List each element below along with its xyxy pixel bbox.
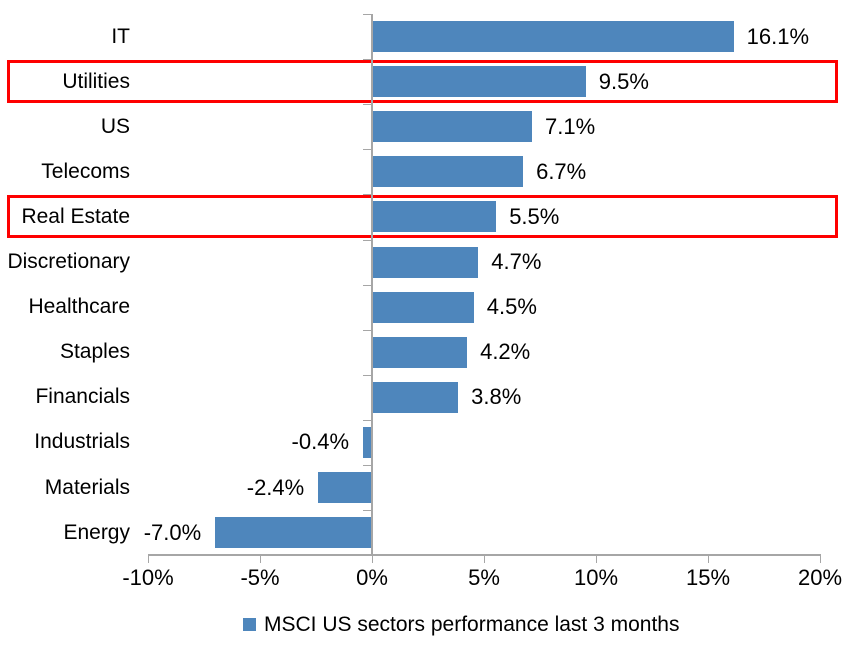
highlight-box xyxy=(7,60,838,103)
value-label: 5.5% xyxy=(509,203,560,229)
category-label: Telecoms xyxy=(41,159,130,183)
category-label: Materials xyxy=(44,475,130,499)
axis-tick xyxy=(363,329,371,331)
axis-tick xyxy=(363,419,371,421)
bar xyxy=(373,21,734,52)
value-label: -0.4% xyxy=(291,429,350,455)
bar xyxy=(318,472,372,503)
value-label: -2.4% xyxy=(246,474,305,500)
bar xyxy=(215,517,372,549)
value-label: 7.1% xyxy=(545,113,596,139)
axis-tick xyxy=(363,59,371,61)
axis-tick xyxy=(708,556,709,563)
x-axis-tick-label: 5% xyxy=(468,565,500,590)
x-axis-tick-label: -5% xyxy=(240,565,280,590)
bar xyxy=(373,336,468,368)
axis-tick xyxy=(484,556,485,563)
category-label: Energy xyxy=(63,520,130,544)
axis-tick xyxy=(148,556,149,563)
value-axis-line xyxy=(148,554,821,556)
bar xyxy=(373,201,497,233)
axis-tick xyxy=(363,194,371,196)
category-label: Discretionary xyxy=(7,250,130,274)
category-axis-line xyxy=(371,14,373,556)
axis-tick xyxy=(363,465,371,466)
x-axis-tick-label: 15% xyxy=(685,565,731,590)
value-label: 4.5% xyxy=(486,294,537,320)
x-axis-tick-label: -10% xyxy=(122,565,174,590)
value-label: 3.8% xyxy=(471,384,522,410)
axis-tick xyxy=(596,556,597,563)
value-label: 6.7% xyxy=(536,158,587,184)
axis-tick xyxy=(363,14,371,15)
category-label: Real Estate xyxy=(21,204,130,228)
value-label: -7.0% xyxy=(143,519,202,545)
axis-tick xyxy=(260,556,261,563)
category-label: Staples xyxy=(59,340,130,364)
category-label: Healthcare xyxy=(28,295,130,319)
bar xyxy=(373,156,524,188)
axis-tick xyxy=(372,556,373,563)
value-label: 16.1% xyxy=(746,23,810,49)
category-label: Industrials xyxy=(34,430,130,454)
axis-tick xyxy=(363,104,371,106)
x-axis-tick-label: 0% xyxy=(356,565,388,590)
value-label: 4.2% xyxy=(480,339,531,365)
axis-tick xyxy=(363,239,371,241)
legend-swatch-icon xyxy=(243,618,256,631)
legend-label: MSCI US sectors performance last 3 month… xyxy=(264,613,680,636)
category-label: Financials xyxy=(35,385,130,409)
bar xyxy=(373,381,459,413)
bar xyxy=(373,111,533,143)
axis-tick xyxy=(363,510,371,512)
highlight-box xyxy=(7,195,838,238)
category-label: Utilities xyxy=(62,69,130,93)
category-label: IT xyxy=(111,24,130,48)
bar xyxy=(373,246,479,278)
value-label: 9.5% xyxy=(598,68,649,94)
x-axis-tick-label: 20% xyxy=(797,565,843,590)
legend: MSCI US sectors performance last 3 month… xyxy=(0,610,852,642)
value-label: 4.7% xyxy=(491,249,542,275)
category-label: US xyxy=(100,114,130,138)
bar xyxy=(373,291,474,323)
bar xyxy=(373,66,586,98)
x-axis-tick-label: 10% xyxy=(573,565,619,590)
axis-tick xyxy=(363,149,371,151)
axis-tick xyxy=(363,374,371,376)
axis-tick xyxy=(363,284,371,286)
axis-tick xyxy=(820,556,821,563)
bar xyxy=(363,426,372,458)
